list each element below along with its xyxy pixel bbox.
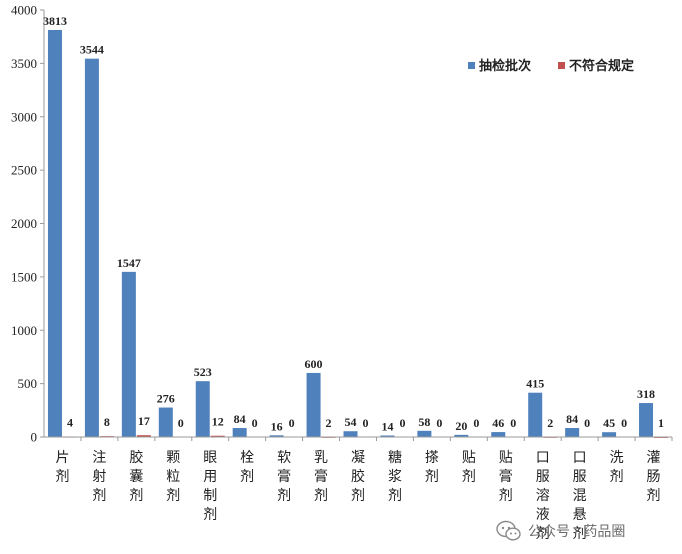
wechat-icon <box>496 520 521 541</box>
y-tick-label: 500 <box>18 376 38 391</box>
bar-抽检批次-贴膏剂 <box>491 432 506 437</box>
data-label: 0 <box>363 416 369 430</box>
y-tick-label: 0 <box>31 430 38 445</box>
data-label: 0 <box>399 416 405 430</box>
data-label: 318 <box>637 387 655 401</box>
bar-抽检批次-片剂 <box>47 29 62 437</box>
x-tick-label: 口服混悬剂 <box>573 450 587 542</box>
x-tick-label: 贴膏剂 <box>499 450 513 504</box>
data-label: 2 <box>547 416 553 430</box>
bar-抽检批次-搽剂 <box>417 430 432 437</box>
y-tick-label: 2500 <box>11 163 37 178</box>
x-tick-label: 颗粒剂 <box>166 450 180 504</box>
data-label: 20 <box>455 419 467 433</box>
bar-抽检批次-灌肠剂 <box>639 403 654 437</box>
data-label: 4 <box>67 416 73 430</box>
y-tick-label: 4000 <box>11 3 37 18</box>
bar-抽检批次-糖浆剂 <box>380 435 395 437</box>
data-label: 2 <box>326 416 332 430</box>
data-label: 58 <box>418 415 430 429</box>
bar-抽检批次-胶囊剂 <box>121 271 136 437</box>
bar-抽检批次-注射剂 <box>84 58 99 437</box>
bar-抽检批次-口服混悬剂 <box>565 428 580 437</box>
data-label: 17 <box>138 414 150 428</box>
data-label: 0 <box>178 416 184 430</box>
data-label: 1547 <box>117 256 141 270</box>
data-label: 8 <box>104 415 110 429</box>
data-label: 46 <box>492 416 504 430</box>
y-tick-label: 3500 <box>11 56 37 71</box>
bar-抽检批次-凝胶剂 <box>343 431 358 437</box>
x-tick-label: 注射剂 <box>92 450 106 504</box>
bar-抽检批次-洗剂 <box>602 432 617 437</box>
data-label: 0 <box>621 416 627 430</box>
watermark: 公众号 · 药品圈 <box>496 516 676 546</box>
data-label: 45 <box>603 416 615 430</box>
bars <box>47 29 669 438</box>
data-label: 0 <box>252 416 258 430</box>
data-label: 54 <box>345 415 357 429</box>
y-tick-label: 1500 <box>11 269 37 284</box>
x-tick-label: 乳膏剂 <box>314 450 328 504</box>
bar-抽检批次-眼用制剂 <box>195 381 210 437</box>
x-tick-label: 软膏剂 <box>277 450 291 504</box>
bar-抽检批次-软膏剂 <box>269 435 284 437</box>
data-label: 14 <box>381 420 393 434</box>
y-axis: 0 500 1000 1500 2000 2500 3000 3500 4000 <box>11 3 45 445</box>
data-label: 16 <box>271 419 283 433</box>
data-label: 523 <box>194 365 212 379</box>
bar-不符合规定-眼用制剂 <box>210 435 225 437</box>
legend: 抽检批次 不符合规定 <box>468 58 634 74</box>
y-tick-label: 1000 <box>11 323 37 338</box>
x-tick-label: 口服溶液剂 <box>536 450 550 542</box>
x-tick-label: 栓剂 <box>240 450 254 485</box>
bar-抽检批次-口服溶液剂 <box>528 392 543 437</box>
x-tick-label: 眼用制剂 <box>203 450 217 523</box>
data-label: 3544 <box>80 43 104 57</box>
data-label: 0 <box>473 416 479 430</box>
data-label: 276 <box>157 392 175 406</box>
data-label: 1 <box>658 416 664 430</box>
data-label: 84 <box>566 412 578 426</box>
x-tick-label: 贴剂 <box>462 450 476 485</box>
legend-label: 抽检批次 <box>479 58 531 74</box>
bar-不符合规定-胶囊剂 <box>136 435 151 437</box>
data-label: 0 <box>436 416 442 430</box>
x-tick-label: 灌肠剂 <box>647 450 661 504</box>
bar-抽检批次-乳膏剂 <box>306 372 321 437</box>
y-tick-label: 2000 <box>11 216 37 231</box>
data-label: 600 <box>305 357 323 371</box>
legend-swatch <box>468 62 475 69</box>
x-tick-label: 凝胶剂 <box>351 450 365 504</box>
data-label: 0 <box>289 416 295 430</box>
bar-抽检批次-颗粒剂 <box>158 407 173 437</box>
legend-swatch <box>558 62 565 69</box>
x-tick-label: 糖浆剂 <box>388 450 402 504</box>
data-label: 84 <box>234 412 246 426</box>
x-tick-label: 片剂 <box>55 450 69 485</box>
data-label: 415 <box>526 377 544 391</box>
x-tick-label: 洗剂 <box>610 450 624 485</box>
legend-label: 不符合规定 <box>569 58 634 74</box>
y-tick-label: 3000 <box>11 109 37 124</box>
bar-抽检批次-栓剂 <box>232 428 247 437</box>
watermark-text: 公众号 · 药品圈 <box>528 524 626 540</box>
data-label: 0 <box>510 416 516 430</box>
data-label: 12 <box>212 415 224 429</box>
data-label: 3813 <box>43 14 67 28</box>
data-label: 0 <box>584 416 590 430</box>
x-tick-label: 胶囊剂 <box>129 449 143 504</box>
bar-抽检批次-贴剂 <box>454 434 469 437</box>
x-tick-label: 搽剂 <box>425 450 439 485</box>
